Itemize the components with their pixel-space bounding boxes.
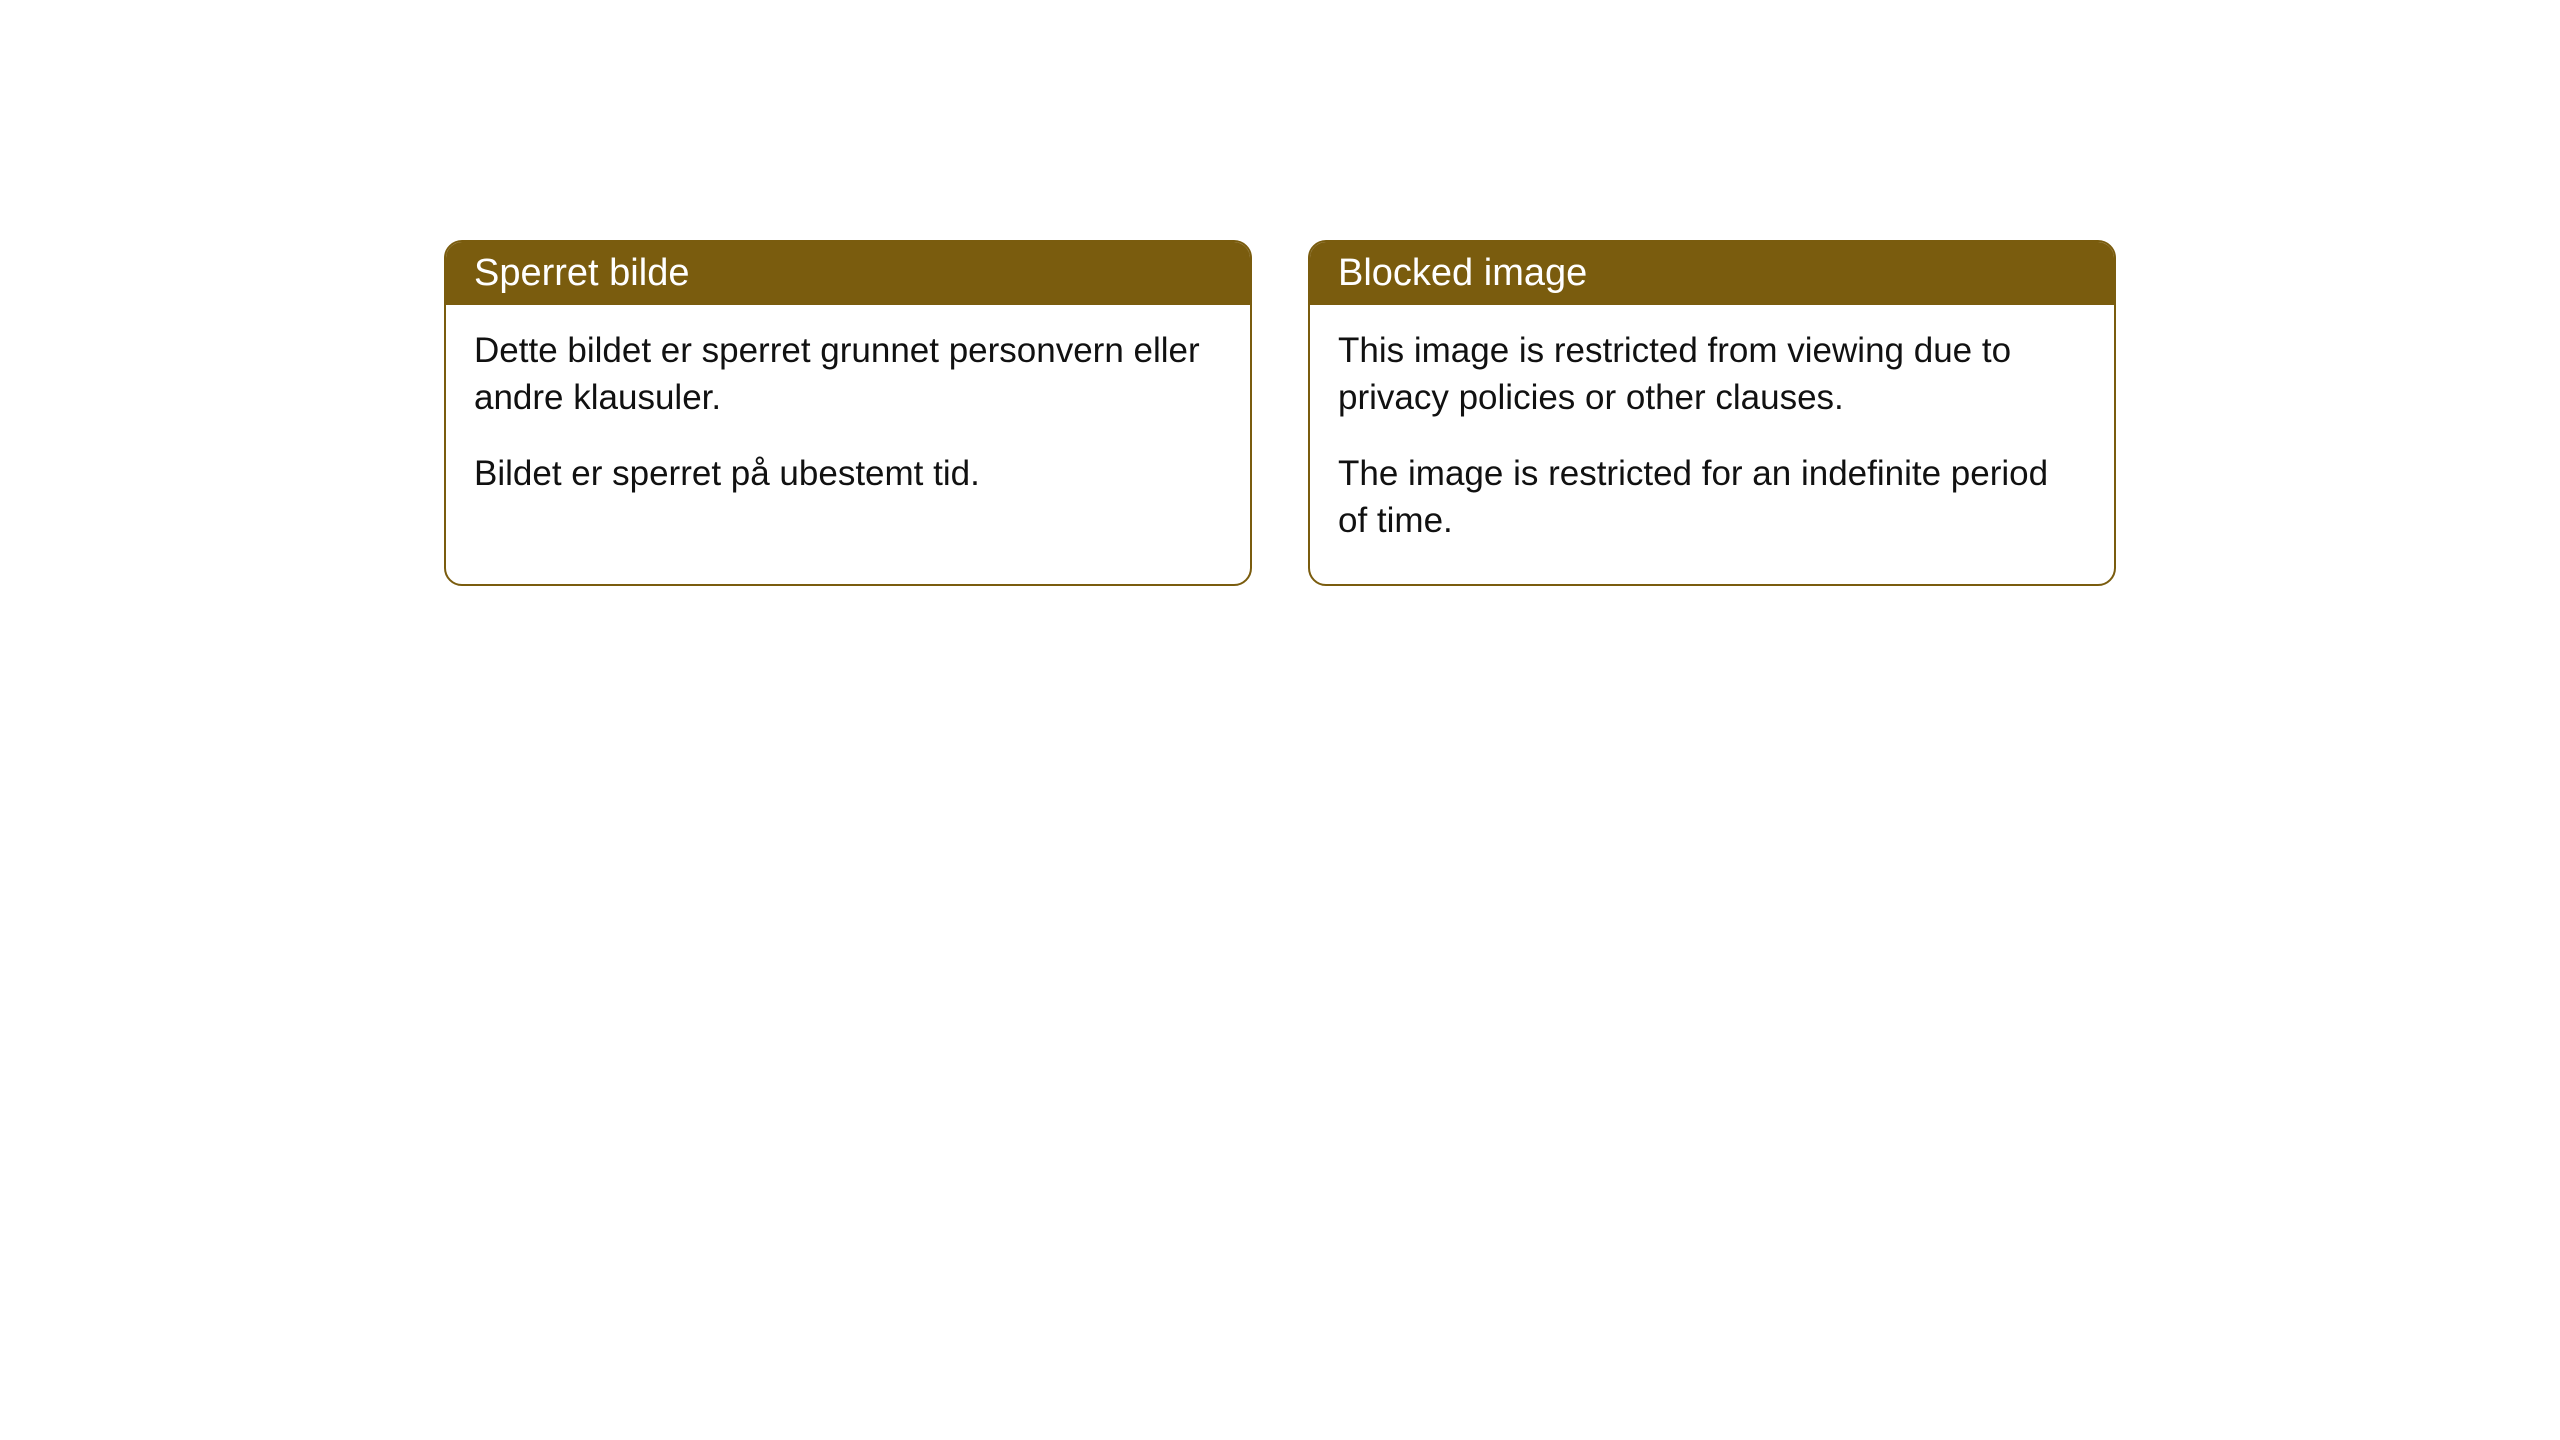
card-title: Blocked image [1338,252,1587,294]
card-paragraph: Dette bildet er sperret grunnet personve… [474,327,1222,422]
card-header: Sperret bilde [446,242,1250,305]
card-paragraph: The image is restricted for an indefinit… [1338,450,2086,545]
card-title: Sperret bilde [474,252,689,294]
card-body: This image is restricted from viewing du… [1310,305,2114,584]
card-body: Dette bildet er sperret grunnet personve… [446,305,1250,537]
card-paragraph: This image is restricted from viewing du… [1338,327,2086,422]
card-paragraph: Bildet er sperret på ubestemt tid. [474,450,1222,497]
blocked-image-card-no: Sperret bilde Dette bildet er sperret gr… [444,240,1252,586]
card-header: Blocked image [1310,242,2114,305]
blocked-image-card-en: Blocked image This image is restricted f… [1308,240,2116,586]
notice-container: Sperret bilde Dette bildet er sperret gr… [0,240,2560,586]
